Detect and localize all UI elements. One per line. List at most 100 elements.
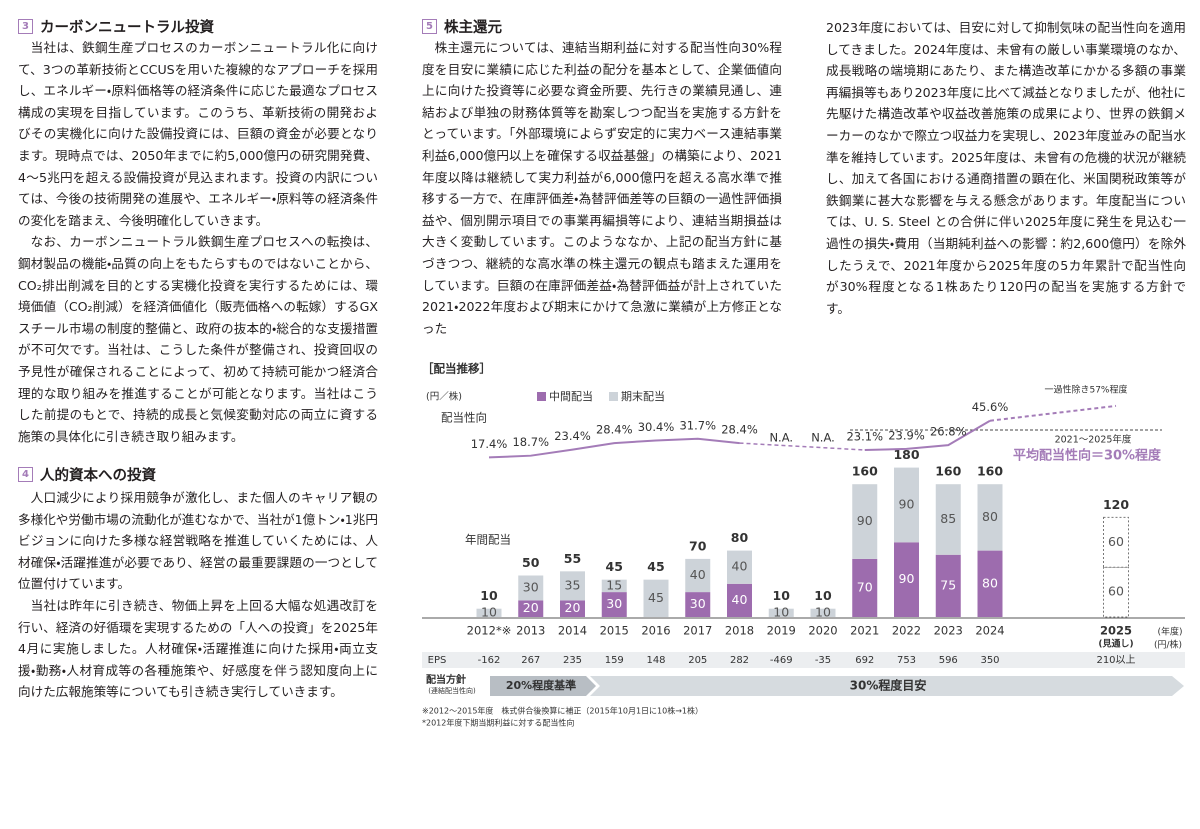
paragraph: 当社は、鉄鋼生産プロセスのカーボンニュートラル化に向けて、3つの革新技術とCCU… <box>18 40 378 228</box>
section-header: 4 人的資本への投資 <box>18 464 156 485</box>
chart-title: ［配当推移］ <box>422 362 491 376</box>
segment-label: 10 <box>815 604 831 619</box>
x-tick-label: 2022 <box>892 624 921 638</box>
eps-value: 235 <box>563 655 582 666</box>
policy-stage: 20%程度基準 <box>506 678 576 692</box>
y-unit: (円／株) <box>426 391 462 403</box>
segment-label: 45 <box>648 590 664 605</box>
section-body: 当社は、鉄鋼生産プロセスのカーボンニュートラル化に向けて、3つの革新技術とCCU… <box>18 37 378 447</box>
eps-value: -35 <box>815 655 831 666</box>
segment-label: 35 <box>565 577 581 592</box>
x-tick-label: 2017 <box>683 624 712 638</box>
section-header: 5 株主還元 <box>422 16 502 37</box>
segment-label: 90 <box>899 571 915 586</box>
paragraph: なお、カーボンニュートラル鉄鋼生産プロセスへの転換は、鋼材製品の機能・品質の向上… <box>18 234 378 444</box>
payout-value-label: 30.4% <box>638 420 675 434</box>
bar-segment <box>601 592 627 617</box>
x-tick-label: 2015 <box>600 624 629 638</box>
forecast-note: (見通し) <box>1098 638 1133 650</box>
bar-segment <box>977 484 1003 551</box>
x-tick-label: 2021 <box>850 624 879 638</box>
bar-segment <box>935 484 961 555</box>
payout-value-label: 23.9% <box>888 428 925 442</box>
legend-swatch <box>537 392 546 401</box>
eps-value: -469 <box>770 655 793 666</box>
segment-label: 80 <box>982 575 998 590</box>
eps-value: 596 <box>939 655 958 666</box>
payout-label-forecast: 一過性除き57%程度 <box>1044 383 1127 395</box>
x-tick-label: 2025 <box>1100 624 1132 638</box>
bar-segment <box>894 542 919 617</box>
average-text: 平均配当性向＝30%程度 <box>1013 448 1162 464</box>
total-label: 10 <box>773 588 791 603</box>
bar-segment <box>977 550 1003 617</box>
total-label: 45 <box>647 559 664 574</box>
x-tick-label: 2012*※ <box>467 624 512 638</box>
right-unit: (円/株) <box>1154 639 1182 651</box>
payout-value-label: 17.4% <box>471 437 508 451</box>
bar-segment <box>894 467 919 543</box>
segment-label: 30 <box>690 596 706 611</box>
total-label: 160 <box>935 464 961 479</box>
segment-label: 15 <box>606 577 622 592</box>
segment-label: 40 <box>690 567 706 582</box>
segment-label: 90 <box>857 513 873 528</box>
average-period: 2021～2025年度 <box>1055 434 1132 446</box>
x-unit: (年度) <box>1157 626 1182 638</box>
footnote: *2012年度下期当期利益に対する配当性向 <box>422 718 574 728</box>
bar-segment <box>810 608 836 617</box>
bar-segment <box>560 571 585 601</box>
paragraph: 当社は昨年に引き続き、物価上昇を上回る大幅な処遇改訂を行い、経済の好循環を実現す… <box>18 597 378 700</box>
segment-label: 90 <box>899 496 915 511</box>
segment-label: 10 <box>481 604 497 619</box>
eps-value: -162 <box>478 655 501 666</box>
payout-value-label: 45.6% <box>972 400 1009 414</box>
eps-label: EPS <box>428 655 447 666</box>
payout-value-label: 26.8% <box>930 425 967 439</box>
segment-label: 20 <box>565 600 581 615</box>
bar-segment <box>476 608 502 617</box>
segment-label: 60 <box>1108 584 1124 599</box>
section-header: 3 カーボンニュートラル投資 <box>18 16 214 37</box>
eps-band <box>422 652 1185 668</box>
total-label: 160 <box>852 464 878 479</box>
payout-value-label: N.A. <box>811 431 835 445</box>
bar-segment <box>643 579 669 617</box>
total-label: 45 <box>606 559 623 574</box>
segment-label: 80 <box>982 509 998 524</box>
eps-value: 267 <box>521 655 540 666</box>
bar-segment <box>1103 566 1129 618</box>
bar-segment <box>685 558 711 593</box>
x-tick-label: 2016 <box>641 624 670 638</box>
x-tick-label: 2019 <box>767 624 796 638</box>
bar-segment <box>727 550 752 584</box>
section-number: 5 <box>422 19 437 34</box>
x-tick-label: 2020 <box>808 624 837 638</box>
footnote: ※2012～2015年度 株式併合後換算に補正（2015年10月1日に10株→1… <box>422 706 703 716</box>
eps-value: 148 <box>646 655 665 666</box>
policy-arrow <box>590 676 1184 696</box>
eps-value: 350 <box>980 655 999 666</box>
policy-stage: 30%程度目安 <box>850 678 927 693</box>
x-tick-label: 2023 <box>934 624 963 638</box>
segment-label: 30 <box>606 596 622 611</box>
total-label: 10 <box>480 588 498 603</box>
eps-value: 205 <box>688 655 707 666</box>
bar-segment <box>685 592 711 617</box>
payout-value-label: 18.7% <box>512 435 549 449</box>
total-label: 55 <box>564 551 581 566</box>
section-title: カーボンニュートラル投資 <box>40 20 214 36</box>
x-tick-label: 2024 <box>975 624 1004 638</box>
segment-label: 70 <box>857 579 873 594</box>
totals-label: 年間配当 <box>465 533 511 547</box>
segment-label: 85 <box>940 511 956 526</box>
x-tick-label: 2013 <box>516 624 545 638</box>
payout-value-label: 28.4% <box>596 423 633 437</box>
payout-value-label: 23.4% <box>554 429 591 443</box>
eps-value: 159 <box>605 655 624 666</box>
eps-value: 282 <box>730 655 749 666</box>
eps-value: 692 <box>855 655 874 666</box>
segment-label: 20 <box>523 600 539 615</box>
total-label: 180 <box>893 447 919 462</box>
bar-segment <box>601 579 627 593</box>
